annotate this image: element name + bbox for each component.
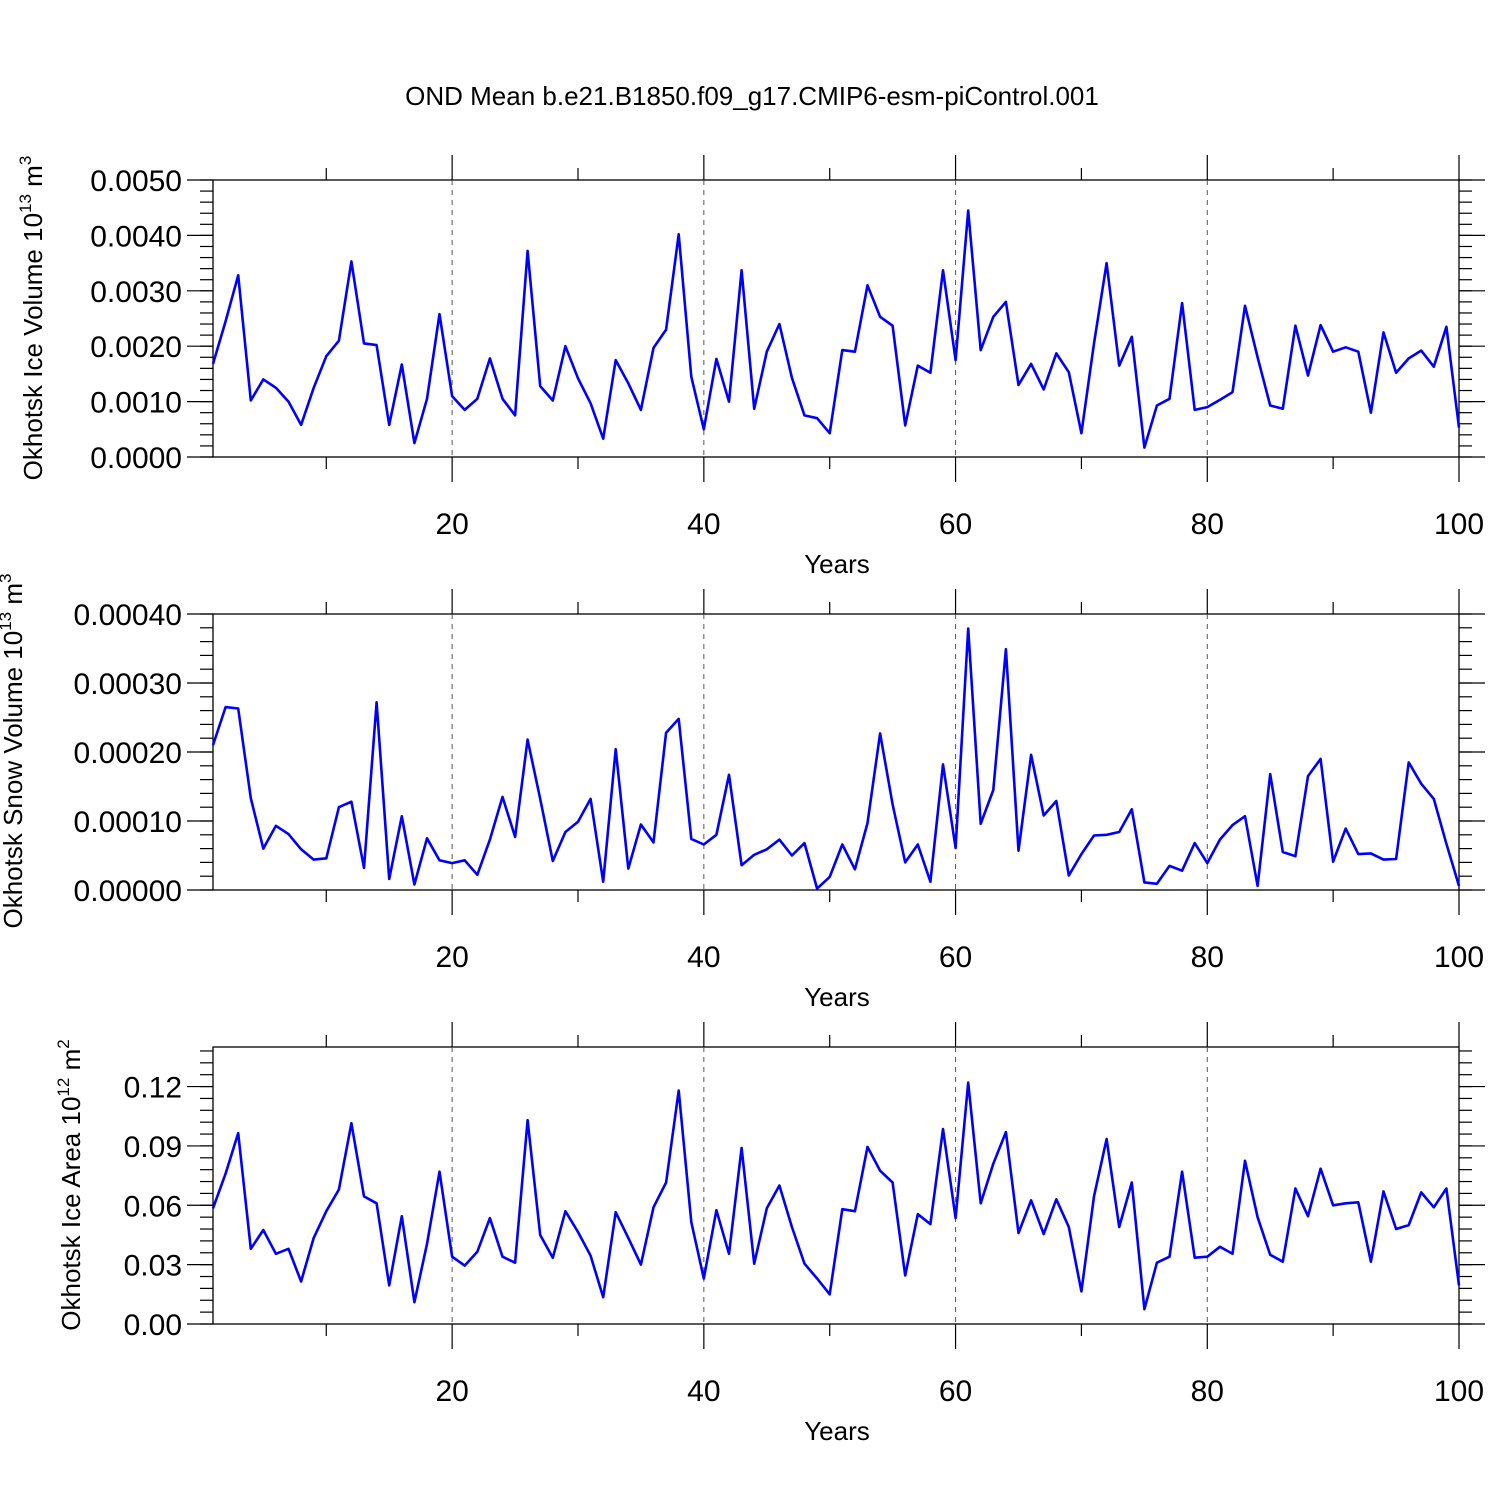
y-tick-label: 0.00010 xyxy=(74,806,182,839)
panel-ice-area: 0.00 0.03 0.06 0.09 0.12 20 40 60 80 100 Years Ok… xyxy=(54,1022,1485,1446)
series-line xyxy=(211,627,1461,890)
y-axis-label: Okhotsk Ice Volume 1013 m3 xyxy=(16,156,48,481)
panel-ice-volume: 0.0000 0.0010 0.0020 0.0030 0.0040 0.0050 20 40… xyxy=(16,155,1485,579)
y-tick-label: 0.0050 xyxy=(90,165,182,198)
panel-snow-volume: 0.00000 0.00010 0.00020 0.00030 0.00040 20 40 6… xyxy=(0,573,1485,1012)
x-tick-label: 100 xyxy=(1434,1375,1484,1408)
plot-area xyxy=(211,180,1461,457)
x-tick-label: 80 xyxy=(1191,508,1224,541)
x-axis-label: Years xyxy=(804,1416,870,1446)
y-axis-label: Okhotsk Snow Volume 1013 m3 xyxy=(0,573,28,928)
x-axis-label: Years xyxy=(804,982,870,1012)
y-axis-label: Okhotsk Ice Area 1012 m2 xyxy=(54,1039,86,1330)
y-tick-label: 0.00 xyxy=(124,1309,182,1342)
x-tick-label: 80 xyxy=(1191,1375,1224,1408)
plot-area xyxy=(211,1047,1461,1324)
y-tick-label: 0.09 xyxy=(124,1131,182,1164)
series-line xyxy=(211,209,1461,449)
y-tick-label: 0.00030 xyxy=(74,668,182,701)
x-axis-label: Years xyxy=(804,549,870,579)
x-tick-label: 80 xyxy=(1191,941,1224,974)
y-tick-label: 0.00000 xyxy=(74,875,182,908)
x-tick-label: 100 xyxy=(1434,508,1484,541)
x-tick-label: 40 xyxy=(687,1375,720,1408)
y-tick-label: 0.00040 xyxy=(74,599,182,632)
plot-frame xyxy=(212,179,1460,458)
figure-title: OND Mean b.e21.B1850.f09_g17.CMIP6-esm-p… xyxy=(405,81,1099,111)
panel-frame: 0.0000 0.0010 0.0020 0.0030 0.0040 0.0050 20 40… xyxy=(90,155,1485,541)
y-tick-label: 0.0020 xyxy=(90,331,182,364)
x-tick-label: 20 xyxy=(435,508,468,541)
y-tick-label: 0.0030 xyxy=(90,276,182,309)
y-tick-label: 0.0040 xyxy=(90,220,182,253)
panel-frame: 0.00000 0.00010 0.00020 0.00030 0.00040 20 40 6… xyxy=(74,589,1485,974)
y-tick-label: 0.00020 xyxy=(74,737,182,770)
x-tick-label: 40 xyxy=(687,508,720,541)
x-tick-label: 100 xyxy=(1434,941,1484,974)
plot-frame xyxy=(212,613,1460,891)
y-tick-label: 0.0000 xyxy=(90,442,182,475)
plot-frame xyxy=(212,1046,1460,1325)
x-tick-label: 40 xyxy=(687,941,720,974)
x-tick-label: 20 xyxy=(435,1375,468,1408)
x-tick-label: 60 xyxy=(939,508,972,541)
y-tick-label: 0.03 xyxy=(124,1250,182,1283)
x-tick-label: 20 xyxy=(435,941,468,974)
y-tick-label: 0.12 xyxy=(124,1072,182,1105)
x-tick-label: 60 xyxy=(939,941,972,974)
series-line xyxy=(211,1081,1461,1311)
y-tick-label: 0.06 xyxy=(124,1190,182,1223)
plot-area xyxy=(211,614,1461,890)
x-tick-label: 60 xyxy=(939,1375,972,1408)
panel-frame: 0.00 0.03 0.06 0.09 0.12 20 40 60 80 100 xyxy=(124,1022,1485,1408)
y-tick-label: 0.0010 xyxy=(90,387,182,420)
